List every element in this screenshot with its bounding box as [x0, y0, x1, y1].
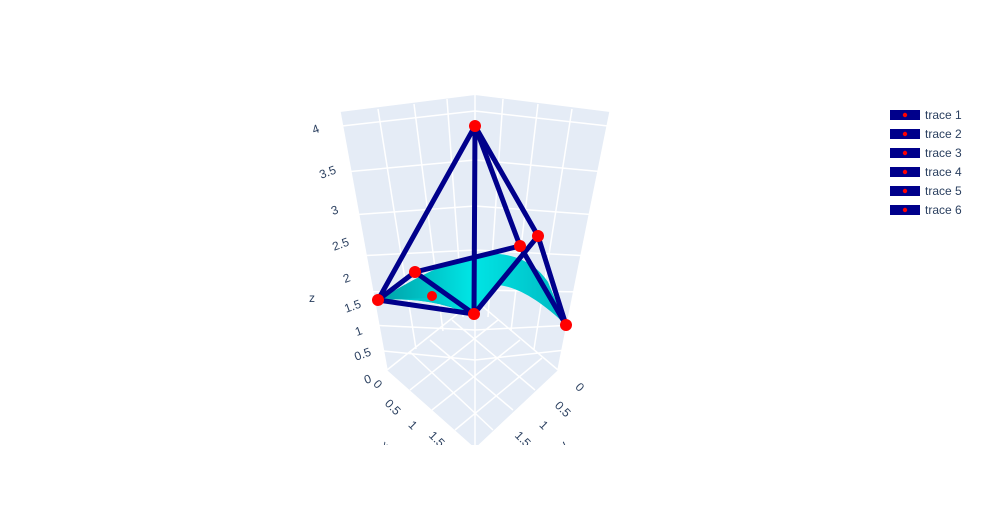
z-tick-8: 4 — [310, 121, 321, 137]
legend-item[interactable]: trace 1 — [890, 108, 962, 122]
gridline-1 — [377, 108, 417, 350]
gridline-6 — [510, 103, 539, 332]
z-tick-7: 3.5 — [317, 163, 338, 182]
legend-label: trace 1 — [925, 108, 962, 122]
gridline-11 — [350, 205, 476, 216]
z-tick-4: 2 — [341, 270, 352, 286]
marker-bc — [468, 308, 480, 320]
gridline-22 — [474, 349, 567, 361]
x-tick-2: 1 — [406, 418, 421, 433]
gridline-25 — [431, 339, 521, 411]
legend-label: trace 2 — [925, 127, 962, 141]
legend-swatch-marker — [902, 207, 908, 213]
z-tick-2: 1 — [353, 323, 364, 339]
gridline-12 — [355, 249, 476, 257]
marker-lf — [372, 294, 384, 306]
legend-item[interactable]: trace 6 — [890, 203, 962, 217]
marker-mr1 — [514, 240, 526, 252]
y-tick-3: 1.5 — [512, 428, 534, 450]
gridline-29 — [429, 339, 514, 411]
gridline-16 — [474, 110, 609, 127]
x-axis-title: x — [378, 438, 392, 452]
legend-swatch-marker — [902, 150, 908, 156]
legend-swatch-marker — [902, 188, 908, 194]
edge-mr2-rt — [535, 233, 569, 328]
edge-bc-mr2 — [471, 233, 541, 317]
gridline-21 — [474, 324, 575, 331]
y-tick-0: 0 — [573, 380, 588, 395]
legend-swatch-marker — [902, 112, 908, 118]
marker-rt — [560, 319, 572, 331]
gridline-30 — [409, 351, 494, 431]
z-tick-0: 0 — [362, 371, 373, 387]
y-axis-title: y — [556, 438, 570, 452]
gridline-28 — [451, 319, 536, 391]
legend-item[interactable]: trace 5 — [890, 184, 962, 198]
edge-mr1-rt — [517, 243, 569, 328]
legend-label: trace 3 — [925, 146, 962, 160]
marker-ml — [409, 266, 421, 278]
legend-swatch-marker — [902, 169, 908, 175]
x-tick-0: 0 — [371, 377, 386, 392]
marker-apex — [469, 120, 481, 132]
legend: trace 1 trace 2 trace 3 trace 4 trace 5 trace… — [890, 108, 962, 217]
wire-edges — [375, 123, 569, 328]
gridline-7 — [533, 108, 573, 350]
legend-item[interactable]: trace 2 — [890, 127, 962, 141]
gridline-14 — [367, 324, 476, 331]
edge-ml-bc — [412, 269, 477, 317]
edge-apex-bc — [471, 123, 478, 317]
gridline-26 — [454, 357, 543, 431]
z-tick-1: 0.5 — [352, 345, 373, 364]
edge-apex-lf — [375, 123, 478, 303]
y-tick-2: 1 — [537, 418, 552, 433]
vertex-markers — [372, 120, 572, 331]
gridline-9 — [341, 110, 476, 127]
edge-lf-bc — [375, 297, 477, 317]
marker-mr2 — [532, 230, 544, 242]
legend-label: trace 5 — [925, 184, 962, 198]
edge-apex-mr2 — [472, 123, 541, 239]
z-axis-title: z — [309, 291, 315, 305]
legend-label: trace 4 — [925, 165, 962, 179]
gridline-15 — [372, 349, 476, 361]
edge-lf-ml — [375, 269, 418, 303]
edge-ml-mr1 — [412, 243, 523, 275]
z-tick-6: 3 — [329, 202, 340, 218]
gridline-24 — [409, 319, 499, 391]
gridline-18 — [474, 205, 599, 216]
legend-item[interactable]: trace 4 — [890, 165, 962, 179]
z-tick-3: 1.5 — [342, 297, 363, 316]
legend-swatch-marker — [902, 131, 908, 137]
gridline-0 — [339, 111, 388, 371]
x-tick-1: 0.5 — [382, 396, 404, 418]
edge-apex-mr1 — [472, 123, 523, 249]
z-tick-5: 2.5 — [330, 235, 351, 254]
legend-label: trace 6 — [925, 203, 962, 217]
marker-cl — [427, 291, 437, 301]
legend-item[interactable]: trace 3 — [890, 146, 962, 160]
gridline-27 — [474, 299, 559, 371]
y-tick-1: 0.5 — [552, 398, 574, 420]
x-tick-3: 1.5 — [426, 428, 448, 450]
